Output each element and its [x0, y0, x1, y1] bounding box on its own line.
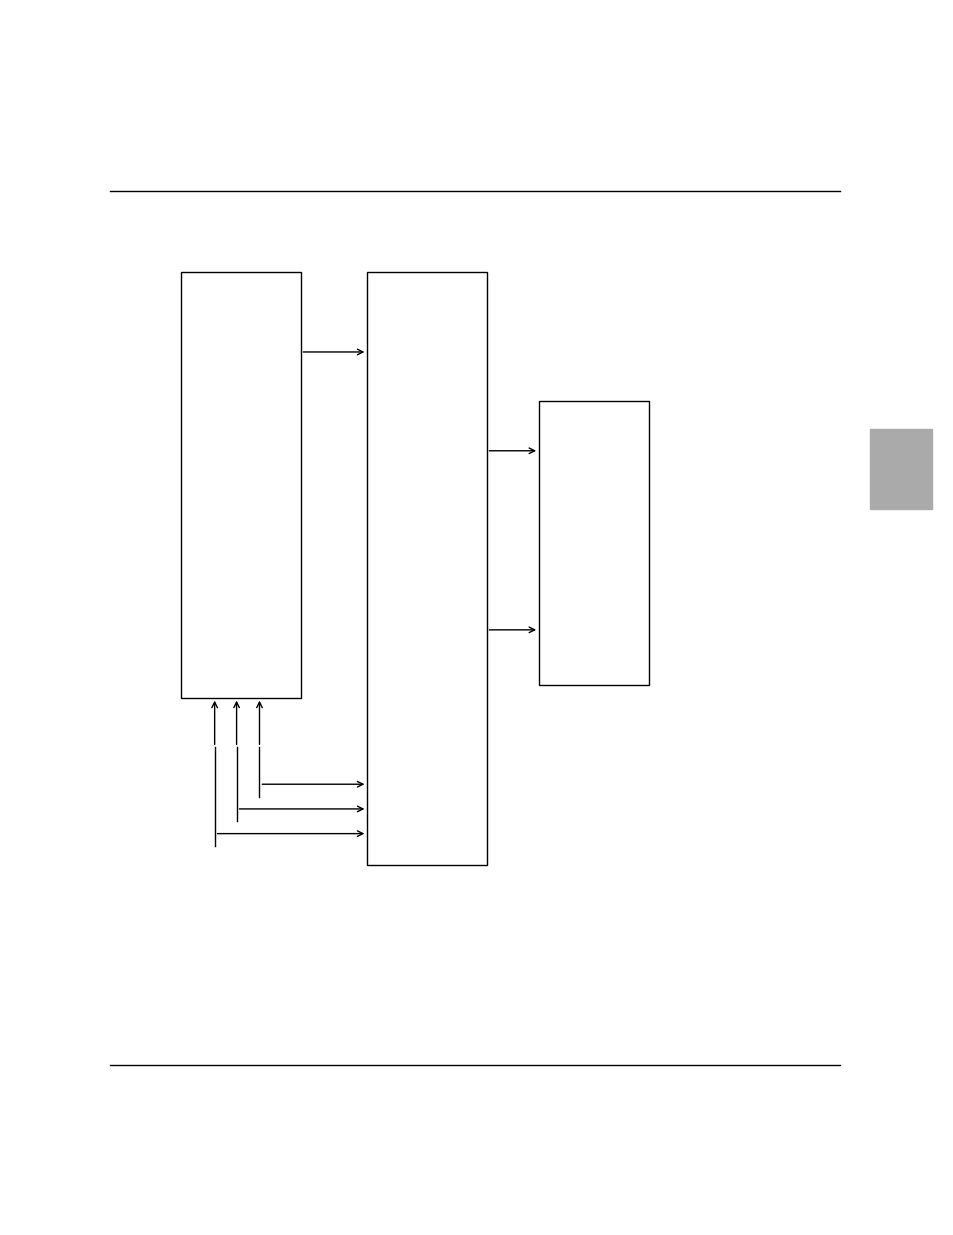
FancyBboxPatch shape [538, 401, 648, 685]
FancyBboxPatch shape [869, 429, 931, 509]
FancyBboxPatch shape [181, 272, 300, 698]
FancyBboxPatch shape [367, 272, 486, 864]
